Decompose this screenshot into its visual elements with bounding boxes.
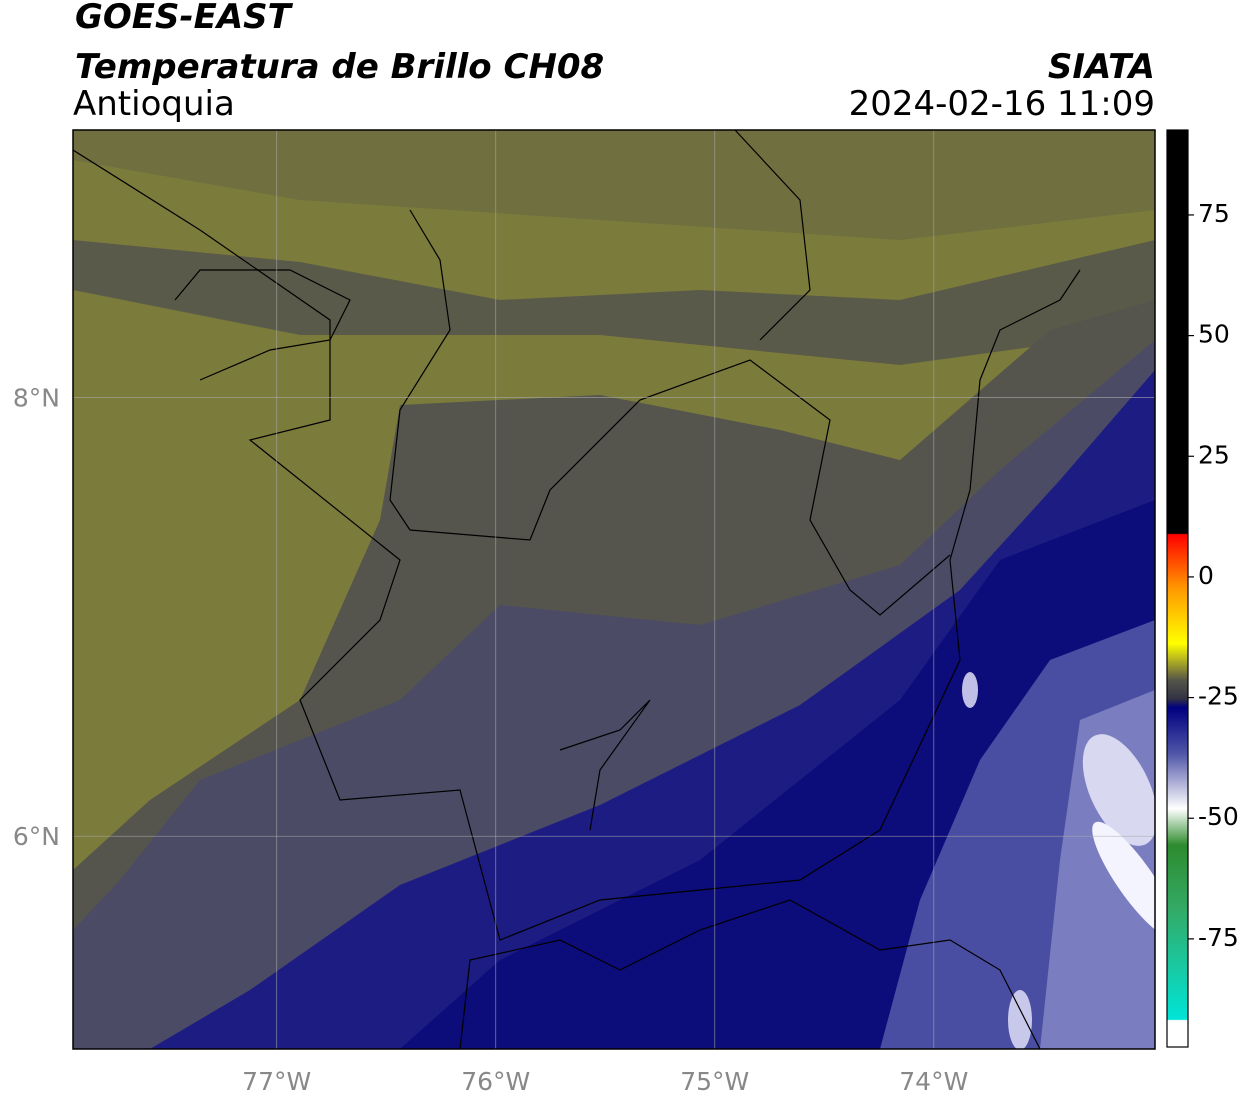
colorbar-label: 50 — [1198, 320, 1230, 349]
region: Antioquia — [73, 84, 235, 124]
colorbar-label: -25 — [1198, 682, 1239, 711]
y-tick-label: 6°N — [13, 822, 60, 851]
colorbar-label: 75 — [1198, 199, 1230, 228]
title: GOES-EAST — [75, 0, 294, 37]
subtitle: Temperatura de Brillo CH08 — [75, 47, 604, 87]
colorbar-label: -50 — [1198, 802, 1239, 831]
x-tick-label: 74°W — [899, 1067, 968, 1096]
colorbar — [1166, 129, 1189, 1048]
grid — [73, 130, 1155, 1049]
imagery — [73, 130, 1155, 1049]
datetime: 2024-02-16 11:09 — [849, 84, 1155, 124]
x-tick-label: 77°W — [242, 1067, 311, 1096]
x-tick-label: 76°W — [461, 1067, 530, 1096]
x-tick-label: 75°W — [680, 1067, 749, 1096]
y-tick-label: 8°N — [13, 384, 60, 413]
colorbar-label: -75 — [1198, 923, 1239, 952]
map-frame — [72, 129, 1156, 1050]
colorbar-label: 25 — [1198, 440, 1230, 469]
colorbar-label: 0 — [1198, 561, 1214, 590]
source: SIATA — [1048, 47, 1155, 87]
